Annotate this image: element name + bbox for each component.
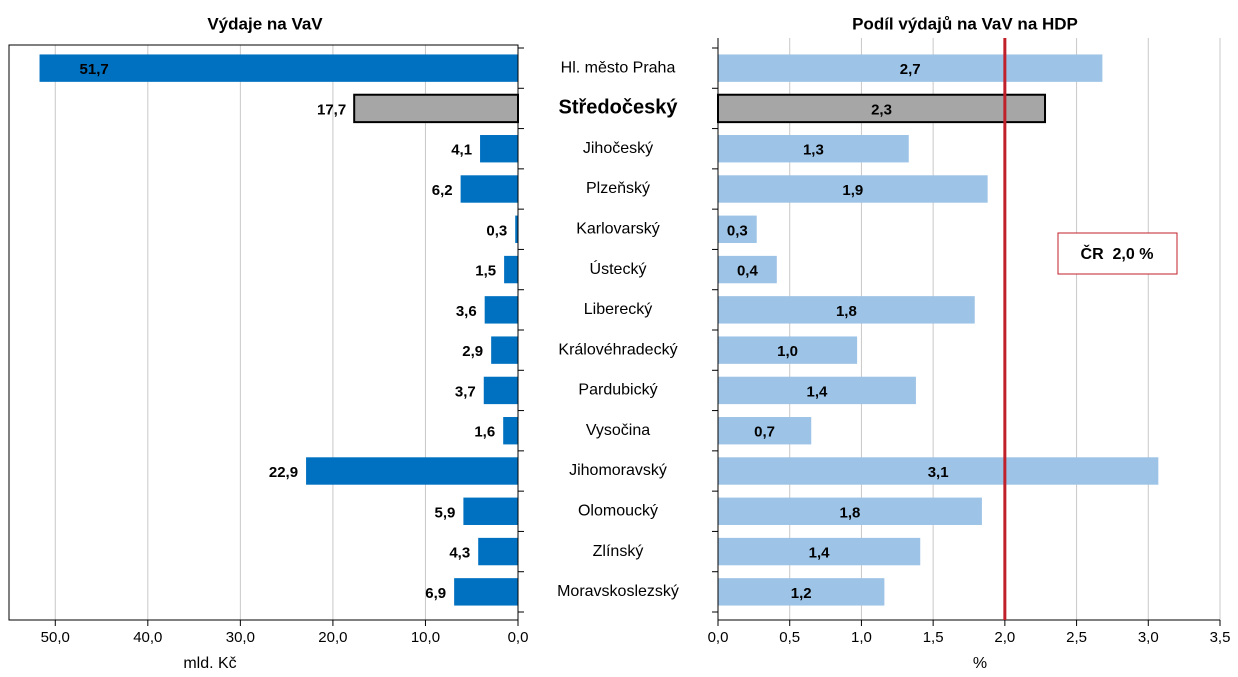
bar xyxy=(515,215,518,243)
category-label: Liberecký xyxy=(584,301,652,318)
value-label: 2,3 xyxy=(871,101,892,118)
value-label: 1,4 xyxy=(809,545,831,562)
bar xyxy=(718,457,1159,485)
bar xyxy=(718,497,982,525)
bar xyxy=(480,135,518,163)
bar xyxy=(460,175,518,203)
bar xyxy=(718,54,1103,82)
x-tick-label: 3,0 xyxy=(1138,629,1159,646)
category-label: Jihočeský xyxy=(583,140,653,157)
value-label: 1,0 xyxy=(777,343,798,360)
value-label: 6,9 xyxy=(425,585,446,602)
x-tick-label: 3,5 xyxy=(1210,629,1231,646)
value-label: 6,2 xyxy=(432,182,453,199)
x-tick-label: 0,0 xyxy=(708,629,729,646)
x-tick-label: 1,0 xyxy=(851,629,872,646)
value-label: 5,9 xyxy=(435,504,456,521)
value-label: 0,4 xyxy=(737,263,759,280)
bar xyxy=(306,457,518,485)
bar xyxy=(504,255,518,284)
category-label: Hl. město Praha xyxy=(561,59,676,76)
bar xyxy=(463,497,518,525)
category-label: Pardubický xyxy=(578,382,657,399)
bar xyxy=(718,255,777,284)
value-label: 1,5 xyxy=(475,263,496,280)
x-tick-label: 2,5 xyxy=(1066,629,1087,646)
bar xyxy=(483,376,518,405)
value-label: 22,9 xyxy=(269,464,298,481)
category-label: Olomoucký xyxy=(578,503,658,520)
value-label: 4,3 xyxy=(449,545,470,562)
category-label: Zlínský xyxy=(593,543,644,560)
bar xyxy=(718,135,909,163)
value-label: 3,1 xyxy=(928,464,949,481)
bar xyxy=(39,54,518,82)
category-label: Ústecký xyxy=(590,259,647,278)
value-label: 1,4 xyxy=(807,383,829,400)
value-label: 2,9 xyxy=(462,343,483,360)
bar xyxy=(718,336,858,364)
value-label: 1,6 xyxy=(474,424,495,441)
category-label: Královéhradecký xyxy=(558,341,677,358)
value-label: 0,3 xyxy=(727,222,748,239)
bar xyxy=(491,336,518,364)
x-tick-label: 50,0 xyxy=(41,629,70,646)
x-tick-label: 40,0 xyxy=(133,629,162,646)
x-tick-label: 0,5 xyxy=(779,629,800,646)
bar xyxy=(478,537,518,566)
annotation: ČR 2,0 % xyxy=(1081,244,1154,263)
value-label: 1,2 xyxy=(791,585,812,602)
bar xyxy=(718,215,757,243)
value-label: 2,7 xyxy=(900,61,921,78)
x-tick-label: 0,0 xyxy=(508,629,529,646)
bar xyxy=(718,417,812,445)
category-label: Karlovarský xyxy=(576,221,660,238)
bar xyxy=(718,578,885,606)
chart-title: Podíl výdajů na VaV na HDP xyxy=(852,14,1078,33)
plot-frame xyxy=(8,44,519,621)
value-label: 1,8 xyxy=(836,303,857,320)
category-label: Moravskoslezský xyxy=(557,583,679,600)
x-tick-label: 30,0 xyxy=(226,629,255,646)
chart-title: Výdaje na VaV xyxy=(207,14,323,33)
x-axis-label: mld. Kč xyxy=(183,655,236,672)
value-label: 1,9 xyxy=(842,182,863,199)
value-label: 0,3 xyxy=(486,222,507,239)
x-tick-label: 10,0 xyxy=(411,629,440,646)
bar xyxy=(484,296,518,324)
value-label: 3,7 xyxy=(455,383,476,400)
annotation-box xyxy=(1057,232,1178,275)
x-axis-label: % xyxy=(973,655,987,672)
bar xyxy=(718,537,921,566)
value-label: 0,7 xyxy=(754,424,775,441)
bar xyxy=(454,578,518,606)
value-label: 17,7 xyxy=(317,101,346,118)
bar xyxy=(718,376,916,405)
x-tick-label: 2,0 xyxy=(994,629,1015,646)
bar xyxy=(718,296,975,324)
value-label: 1,3 xyxy=(803,142,824,159)
x-tick-label: 1,5 xyxy=(923,629,944,646)
bar xyxy=(353,93,519,124)
value-label: 1,8 xyxy=(840,504,861,521)
category-label: Jihomoravský xyxy=(569,462,667,479)
bar xyxy=(718,175,988,203)
category-label: Plzeňský xyxy=(586,180,650,197)
x-tick-label: 20,0 xyxy=(318,629,347,646)
bar xyxy=(503,417,518,445)
category-label: Vysočina xyxy=(586,422,650,439)
value-label: 3,6 xyxy=(456,303,477,320)
category-label: Středočeský xyxy=(559,97,679,119)
value-label: 4,1 xyxy=(451,142,472,159)
value-label: 51,7 xyxy=(80,61,109,78)
